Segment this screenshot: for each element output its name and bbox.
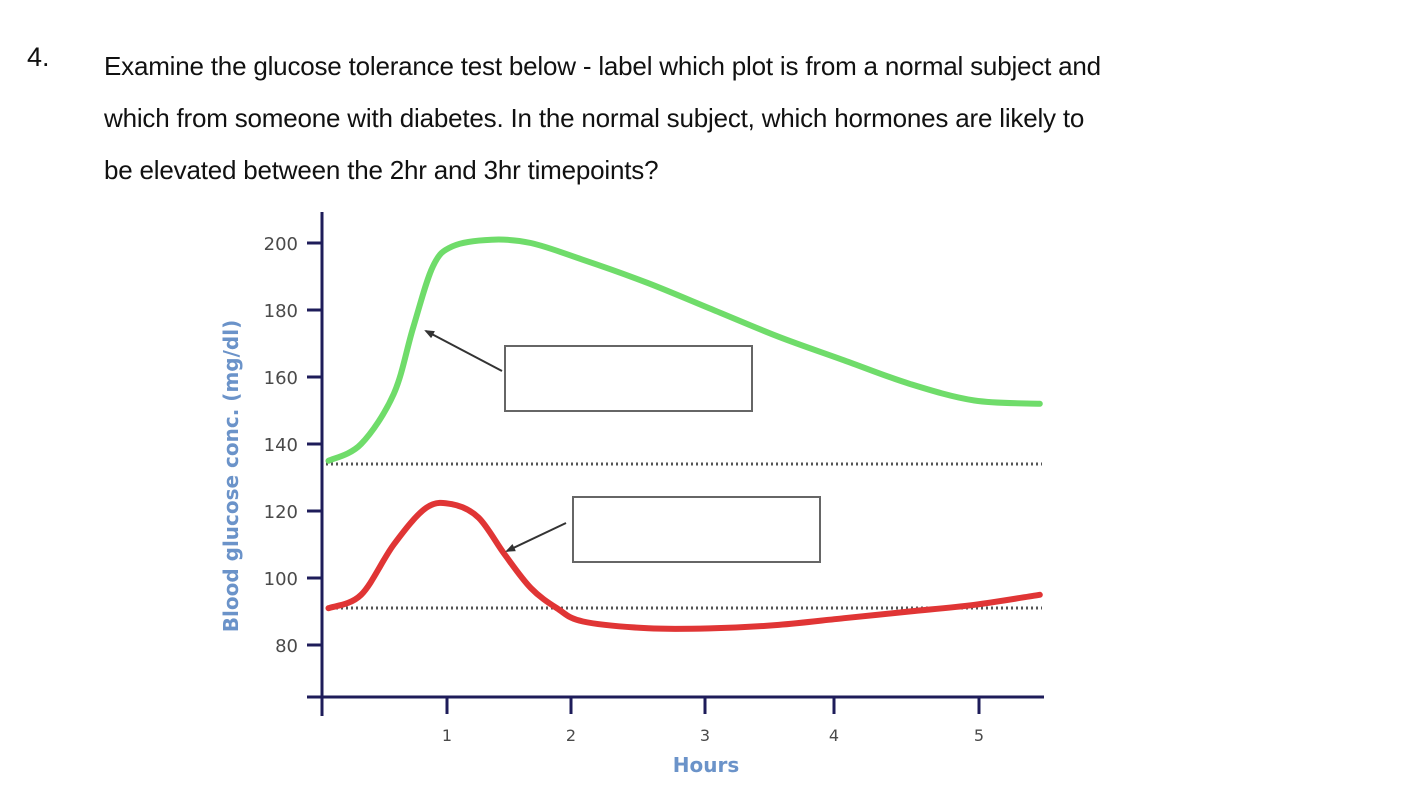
red-curve-line — [325, 499, 1043, 632]
y-tick-label: 80 — [275, 636, 298, 657]
question-line-2: which from someone with diabetes. In the… — [104, 103, 1085, 133]
green-curve-arrow — [424, 330, 503, 372]
y-axis-title: Blood glucose conc. (mg/dl) — [219, 320, 243, 632]
question-number: 4. — [27, 42, 50, 72]
red-curve-label-box[interactable] — [572, 496, 821, 563]
x-axis-ticks: 1 2 3 4 5 — [442, 697, 984, 745]
y-tick-label: 180 — [264, 301, 298, 322]
y-axis-ticks: 80 100 120 140 160 180 200 — [264, 234, 322, 657]
y-tick-label: 200 — [264, 234, 298, 255]
x-tick-label: 4 — [829, 726, 839, 745]
x-tick-label: 5 — [974, 726, 984, 745]
y-tick-label: 140 — [264, 435, 298, 456]
green-curve-line — [325, 236, 1043, 464]
x-tick-label: 3 — [700, 726, 710, 745]
question-line-1: Examine the glucose tolerance test below… — [104, 51, 1101, 81]
x-tick-label: 1 — [442, 726, 452, 745]
y-tick-label: 120 — [264, 502, 298, 523]
x-axis-title: Hours — [673, 753, 739, 777]
question-text: Examine the glucose tolerance test below… — [104, 40, 1344, 196]
x-tick-label: 2 — [566, 726, 576, 745]
y-tick-label: 160 — [264, 368, 298, 389]
red-curve-arrow — [505, 522, 567, 552]
question-line-3: be elevated between the 2hr and 3hr time… — [104, 155, 659, 185]
green-curve-label-box[interactable] — [504, 345, 753, 412]
y-tick-label: 100 — [264, 569, 298, 590]
